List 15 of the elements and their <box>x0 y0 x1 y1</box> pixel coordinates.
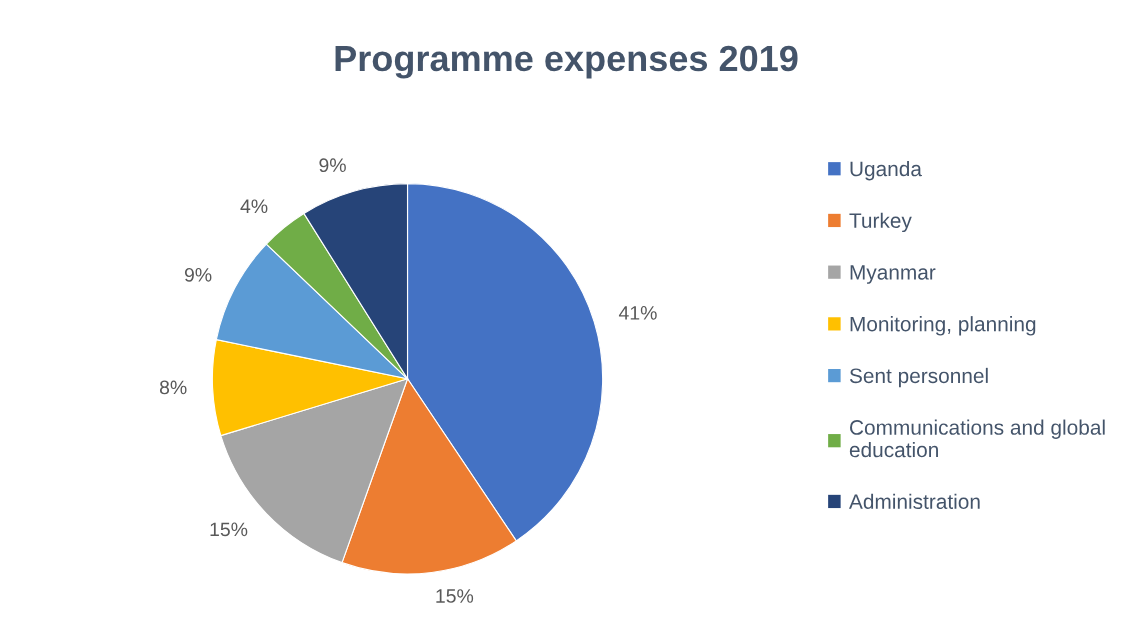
legend-label: Communications and global education <box>849 419 1105 458</box>
data-label: 15% <box>436 589 474 603</box>
data-label: 15% <box>210 522 248 537</box>
data-label: 4% <box>240 199 268 214</box>
legend-label: Sent personnel <box>849 367 988 388</box>
data-label: 8% <box>159 380 187 395</box>
data-label: 9% <box>319 158 346 173</box>
data-label: 41% <box>618 306 657 320</box>
data-label: 9% <box>184 267 212 282</box>
chart-title: Programme expenses 2019 <box>335 45 798 79</box>
legend-label: Turkey <box>849 212 912 233</box>
legend-label: Administration <box>849 493 980 509</box>
legend-label: Uganda <box>850 160 922 181</box>
legend-label: Monitoring, planning <box>850 316 1036 336</box>
legend-label: Myanmar <box>850 265 936 284</box>
